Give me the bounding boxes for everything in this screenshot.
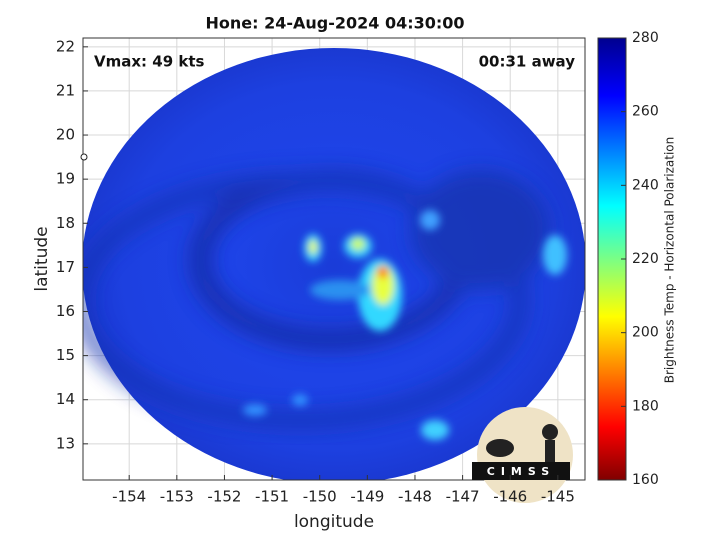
x-tick-label: -153	[160, 488, 194, 506]
x-tick-label: -150	[303, 488, 337, 506]
annotation: 00:31 away	[479, 53, 576, 71]
x-tick-label: -146	[493, 488, 527, 506]
colorbar-tick-label: 220	[632, 251, 659, 267]
y-tick-label: 16	[56, 302, 75, 320]
colorbar-tick-label: 200	[632, 325, 659, 341]
y-tick-label: 18	[56, 214, 75, 232]
colorbar-tick-label: 280	[632, 30, 659, 46]
x-tick-label: -151	[255, 488, 289, 506]
y-tick-label: 21	[56, 81, 75, 99]
colorbar-tick-label: 260	[632, 104, 659, 120]
marker	[80, 153, 88, 161]
y-tick-label: 17	[56, 258, 75, 276]
colorbar-tick-label: 160	[632, 472, 659, 488]
x-tick-label: -145	[541, 488, 575, 506]
x-axis-label: longitude	[294, 512, 374, 532]
y-tick-label: 20	[56, 126, 75, 144]
y-tick-label: 15	[56, 346, 75, 364]
y-tick-label: 13	[56, 434, 75, 452]
satellite-image	[83, 48, 585, 480]
x-tick-label: -147	[446, 488, 480, 506]
x-tick-label: -152	[207, 488, 241, 506]
colorbar-label: Brightness Temp - Horizontal Polarizatio…	[663, 137, 677, 384]
x-tick-label: -149	[350, 488, 384, 506]
y-axis-label: latitude	[32, 226, 52, 291]
colorbar-tick-label: 180	[632, 398, 659, 414]
x-tick-label: -154	[112, 488, 146, 506]
plot-frame	[82, 37, 586, 481]
y-tick-label: 22	[56, 37, 75, 55]
logo-text: CIMSS	[487, 465, 555, 478]
chart-title: Hone: 24-Aug-2024 04:30:00	[205, 14, 464, 33]
colorbar-tick-label: 240	[632, 177, 659, 193]
x-tick-label: -148	[398, 488, 432, 506]
logo: CIMSS	[472, 407, 573, 503]
y-tick-label: 14	[56, 390, 75, 408]
annotation: Vmax: 49 kts	[94, 53, 204, 71]
y-tick-label: 19	[56, 170, 75, 188]
